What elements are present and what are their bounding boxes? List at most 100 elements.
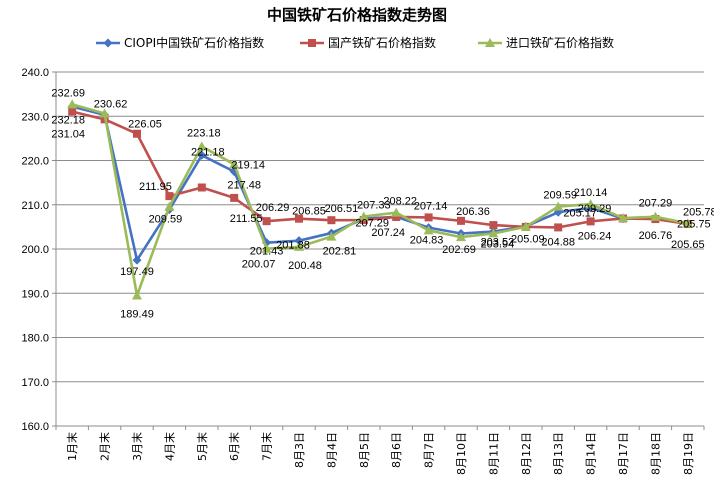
data-label: 207.24 — [371, 227, 405, 239]
chart-title: 中国铁矿石价格指数走势图 — [267, 6, 447, 24]
data-label: 217.48 — [227, 180, 261, 192]
data-point — [68, 107, 77, 116]
y-tick-label: 180.0 — [21, 333, 49, 345]
data-label: 202.69 — [442, 244, 476, 256]
data-point — [327, 216, 336, 225]
data-label: 207.14 — [414, 200, 448, 212]
data-label: 231.04 — [51, 129, 85, 141]
data-label: 207.29 — [639, 198, 673, 210]
data-label: 219.14 — [231, 159, 265, 171]
data-label: 197.49 — [120, 266, 154, 278]
legend-item: 进口铁矿石价格指数 — [478, 35, 614, 50]
data-label: 201.43 — [250, 246, 284, 258]
x-tick-label: 8月13日 — [552, 432, 565, 475]
x-tick-label: 8月19日 — [682, 432, 695, 475]
data-label: 205.78 — [683, 206, 714, 218]
data-point — [230, 193, 239, 202]
data-label: 206.76 — [639, 230, 673, 242]
legend-item: 国产铁矿石价格指数 — [300, 35, 436, 50]
data-point — [457, 216, 465, 225]
data-label: 201.88 — [276, 240, 310, 252]
data-point — [165, 192, 174, 201]
data-label: 211.95 — [139, 181, 172, 193]
data-point — [424, 213, 433, 222]
data-point — [326, 231, 337, 241]
x-tick-label: 8月12日 — [520, 432, 533, 475]
data-point — [520, 221, 531, 231]
data-label: 209.59 — [149, 214, 183, 226]
x-tick-label: 6月末 — [227, 432, 241, 461]
data-label: 206.24 — [578, 230, 612, 242]
data-label: 204.88 — [541, 236, 575, 248]
data-point — [358, 211, 369, 221]
x-tick-label: 8月10日 — [455, 432, 468, 475]
data-point — [489, 221, 498, 230]
data-point — [456, 232, 466, 242]
data-point — [294, 236, 304, 246]
x-tick-label: 8月5日 — [358, 432, 371, 468]
legend: CIOPI中国铁矿石价格指数 国产铁矿石价格指数 进口铁矿石价格指数 — [96, 35, 614, 50]
data-point — [99, 108, 110, 118]
data-label: 230.62 — [94, 99, 128, 111]
data-point — [308, 39, 316, 47]
data-label: 205.65 — [671, 239, 705, 251]
legend-label: CIOPI中国铁矿石价格指数 — [124, 35, 264, 50]
data-label: 232.69 — [51, 87, 85, 99]
data-label: 205.17 — [563, 207, 597, 219]
data-label: 207.29 — [355, 218, 389, 230]
data-label: 206.85 — [292, 206, 326, 218]
data-point — [682, 218, 693, 228]
data-point — [423, 225, 434, 235]
y-tick-label: 170.0 — [21, 377, 49, 389]
data-label: 202.81 — [323, 246, 357, 258]
y-tick-label: 190.0 — [21, 288, 49, 300]
data-label: 206.36 — [456, 206, 490, 218]
data-point — [391, 207, 402, 217]
data-point — [585, 199, 596, 209]
x-tick-label: 8月17日 — [617, 432, 630, 475]
x-tick-label: 5月末 — [195, 432, 209, 461]
x-tick-label: 8月11日 — [487, 432, 500, 475]
x-tick-label: 2月末 — [98, 432, 112, 461]
data-point — [261, 243, 272, 253]
data-label: 204.83 — [410, 235, 444, 247]
data-label: 209.29 — [578, 203, 612, 215]
axes: 160.0 170.0 180.0 190.0 200.0 210.0 220.0 230.0… — [21, 67, 705, 475]
series — [67, 99, 693, 300]
data-label: 205.09 — [511, 233, 545, 245]
data-point — [392, 212, 401, 221]
data-label: 223.18 — [187, 127, 221, 139]
y-tick-label: 200.0 — [21, 244, 49, 256]
data-point — [132, 255, 142, 265]
y-tick-label: 240.0 — [21, 67, 49, 79]
x-tick-label: 8月7日 — [423, 432, 436, 468]
data-point — [196, 141, 207, 151]
data-label: 208.22 — [383, 196, 417, 208]
x-tick-label: 8月4日 — [325, 432, 338, 468]
data-point — [103, 38, 113, 48]
data-point — [295, 214, 303, 223]
x-tick-label: 1月末 — [65, 432, 79, 461]
data-point — [132, 290, 142, 300]
data-label: 210.14 — [574, 187, 608, 199]
data-label: 206.29 — [256, 202, 290, 214]
x-tick-label: 7月末 — [260, 432, 274, 461]
data-point — [262, 217, 271, 226]
data-label: 232.18 — [51, 115, 85, 127]
data-label: 189.49 — [120, 309, 154, 321]
x-tick-label: 8月14日 — [585, 432, 598, 475]
data-label: 209.59 — [543, 190, 577, 202]
data-point — [485, 38, 495, 47]
data-point — [554, 223, 563, 232]
data-point — [164, 201, 175, 211]
y-tick-label: 210.0 — [21, 200, 49, 212]
data-point — [133, 129, 141, 138]
x-tick-label: 4月末 — [162, 432, 176, 461]
data-point — [294, 241, 304, 251]
data-label: 205.75 — [677, 219, 711, 231]
series-line — [71, 103, 689, 297]
data-point — [488, 228, 499, 238]
x-tick-label: 8月6日 — [390, 432, 403, 468]
data-point — [553, 201, 564, 211]
data-label: 207.33 — [357, 200, 391, 212]
